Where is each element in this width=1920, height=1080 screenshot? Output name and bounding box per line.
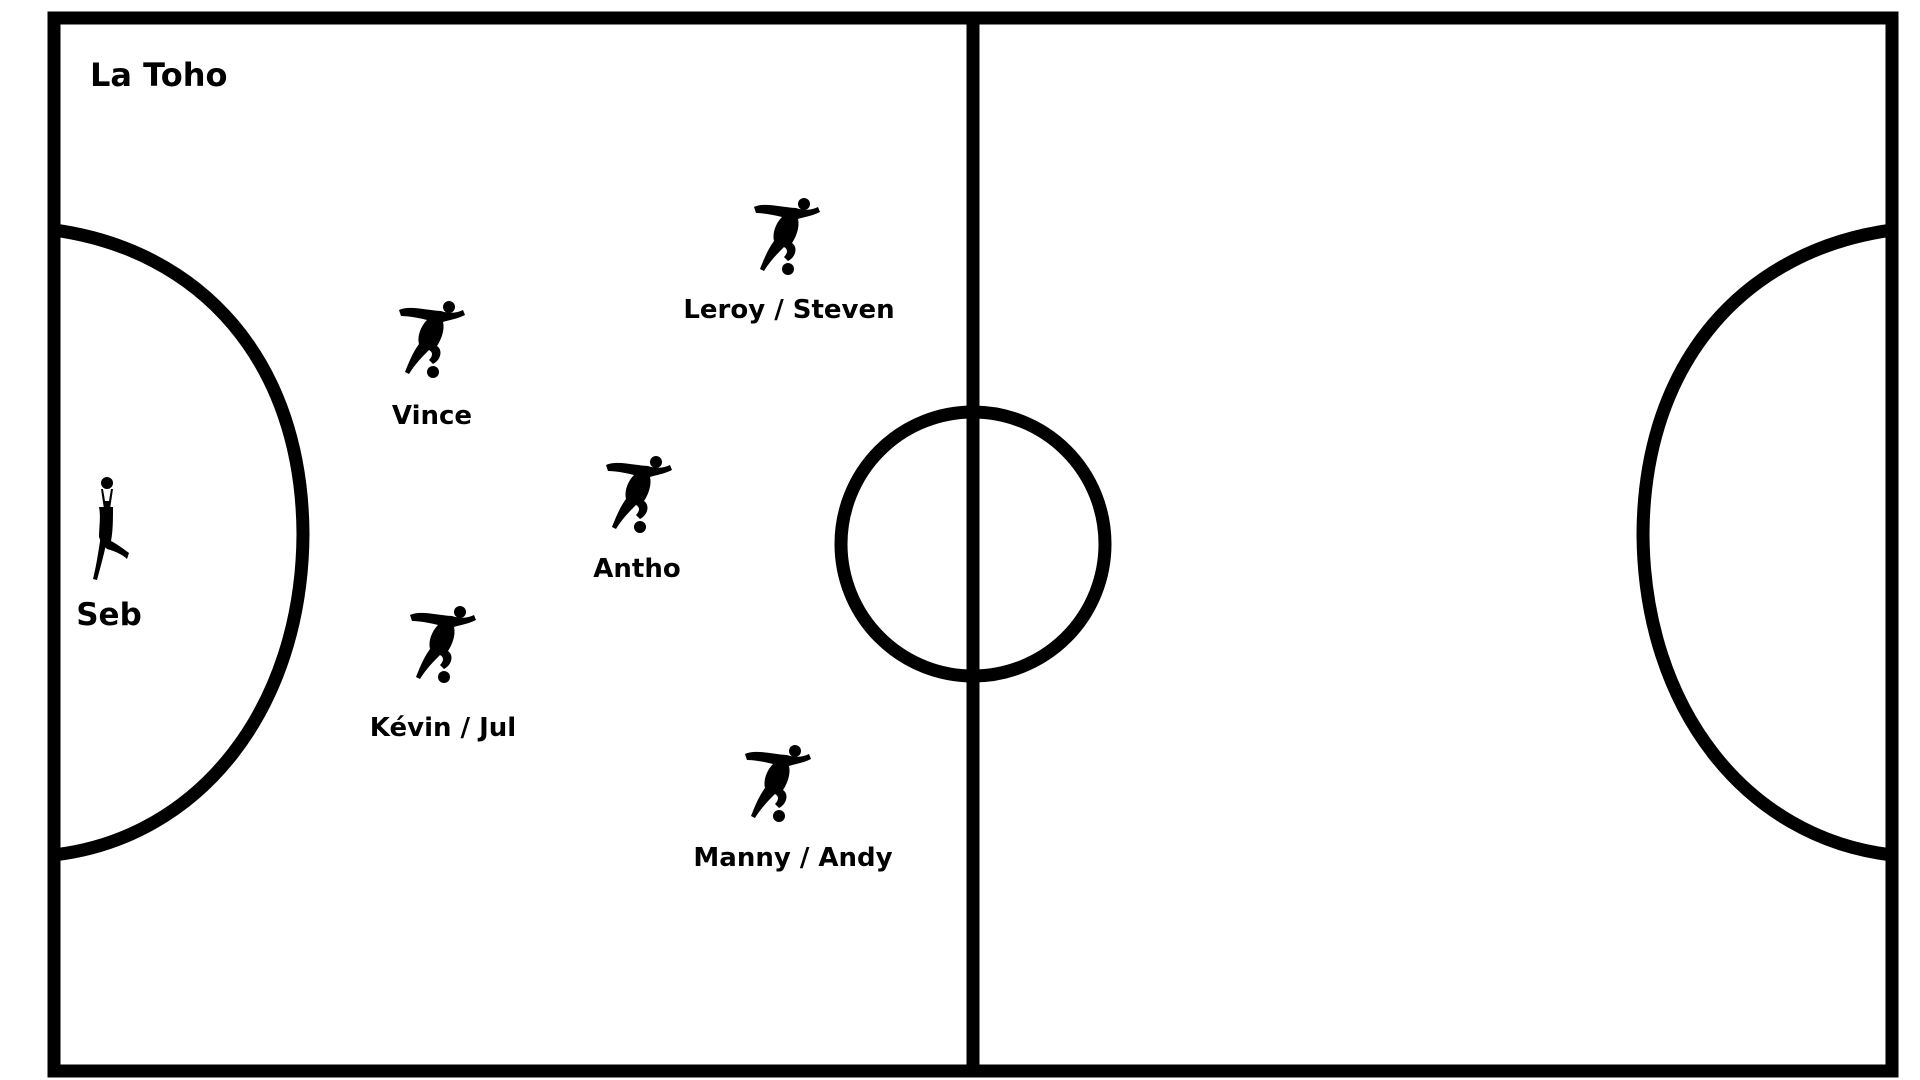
- kicking-player-icon: [754, 198, 820, 275]
- player-manny-andy: Manny / Andy: [693, 745, 893, 873]
- kicking-player-icon: [606, 456, 672, 533]
- kicking-player-icon: [410, 606, 476, 683]
- player-name: Kévin / Jul: [370, 713, 516, 743]
- player-vince: Vince: [392, 301, 472, 431]
- player-kevin-jul: Kévin / Jul: [370, 606, 516, 743]
- kicking-player-icon: [399, 301, 465, 378]
- player-name: Antho: [593, 554, 680, 584]
- player-antho: Antho: [593, 456, 681, 584]
- team-title: La Toho: [90, 56, 227, 94]
- goalkeeper: Seb: [76, 477, 142, 633]
- center-circle: [834, 405, 1112, 683]
- goalkeeper-name: Seb: [76, 597, 142, 633]
- player-leroy-steven: Leroy / Steven: [683, 198, 895, 325]
- kicking-player-icon: [745, 745, 811, 822]
- goalkeeper-silhouette-icon: [93, 477, 129, 580]
- player-name: Manny / Andy: [693, 843, 892, 873]
- right-penalty-area: [1636, 223, 1893, 862]
- player-name: Vince: [392, 401, 472, 431]
- left-penalty-area: [53, 223, 310, 862]
- player-name: Leroy / Steven: [683, 295, 894, 325]
